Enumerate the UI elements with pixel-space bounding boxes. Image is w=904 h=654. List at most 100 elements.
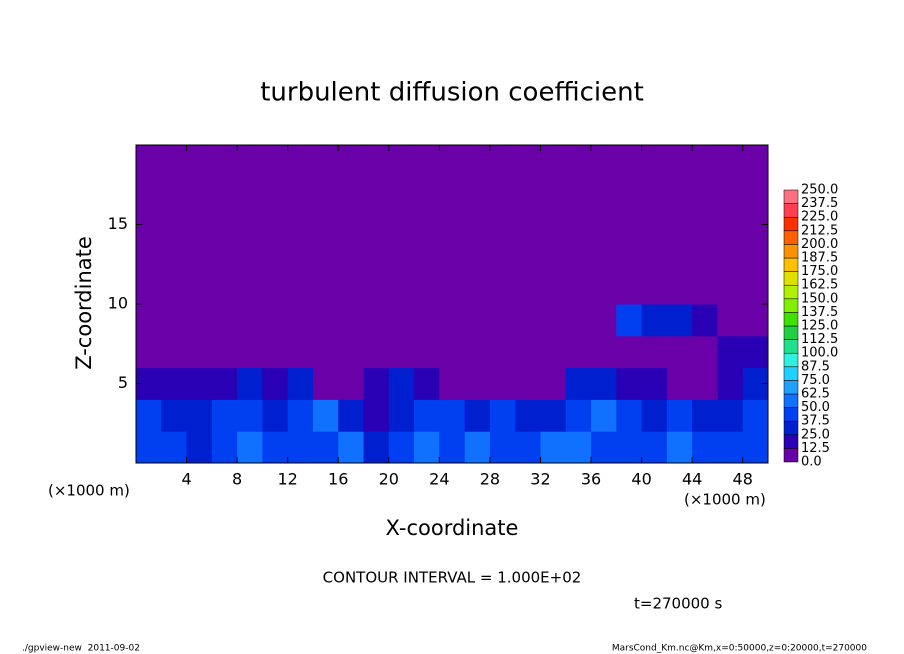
heat-cell — [591, 176, 617, 210]
x-axis-label: X-coordinate — [386, 516, 519, 540]
heat-cell — [414, 304, 440, 337]
heat-cell — [136, 335, 162, 369]
heat-cell — [591, 304, 617, 337]
colorbar-label: 100.0 — [801, 346, 838, 361]
heat-cell — [742, 240, 769, 273]
colorbar-label: 0.0 — [801, 455, 822, 470]
heat-cell — [338, 145, 365, 178]
x-tick-label: 12 — [278, 470, 298, 489]
heat-cell — [287, 304, 314, 337]
heat-cell — [565, 367, 592, 400]
heat-cell — [515, 176, 541, 210]
colorbar-swatch — [783, 407, 799, 422]
heat-cell — [742, 304, 769, 337]
heat-cell — [136, 272, 162, 305]
heat-cell — [565, 272, 592, 305]
heat-cell — [489, 399, 516, 432]
x-unit: (×1000 m) — [48, 482, 130, 500]
heat-cell — [717, 399, 744, 432]
heat-cell — [161, 208, 188, 241]
heat-cell — [186, 431, 213, 464]
heat-cell — [414, 145, 440, 178]
colorbar-label: 137.5 — [801, 305, 838, 320]
heat-cell — [237, 335, 263, 369]
heat-cell — [439, 431, 466, 464]
heat-cell — [666, 304, 693, 337]
heat-cell — [211, 272, 238, 305]
heat-cell — [439, 272, 466, 305]
heat-cell — [641, 240, 668, 273]
heat-cell — [388, 208, 415, 241]
colorbar-swatch — [783, 271, 799, 286]
heat-cell — [464, 304, 491, 337]
heat-cell — [136, 399, 162, 432]
heat-cell — [540, 145, 567, 178]
x-tick-label: 20 — [379, 470, 399, 489]
heat-cell — [540, 176, 567, 210]
heat-cell — [692, 399, 718, 432]
colorbar-label: 225.0 — [801, 210, 838, 225]
heat-cell — [641, 304, 668, 337]
heat-cell — [616, 304, 643, 337]
heat-cell — [186, 399, 213, 432]
heat-cell — [287, 367, 314, 400]
heat-cell — [312, 431, 339, 464]
heat-cell — [237, 176, 263, 210]
colorbar-swatch — [783, 352, 799, 368]
colorbar-swatch — [783, 448, 799, 463]
heat-cell — [565, 176, 592, 210]
heat-cell — [414, 240, 440, 273]
heat-cell — [136, 240, 162, 273]
heat-cell — [136, 176, 162, 210]
colorbar-label: 25.0 — [801, 427, 830, 442]
heat-cell — [211, 208, 238, 241]
heat-cell — [186, 240, 213, 273]
heat-cell — [515, 145, 541, 178]
heat-cell — [262, 304, 289, 337]
heat-cell — [489, 145, 516, 178]
heat-cell — [287, 208, 314, 241]
colorbar-label: 37.5 — [801, 414, 830, 429]
heat-cell — [666, 176, 693, 210]
heat-cell — [464, 335, 491, 369]
heat-cell — [692, 176, 718, 210]
heat-cell — [338, 304, 365, 337]
heat-cell — [388, 145, 415, 178]
x-tick-label: 24 — [429, 470, 449, 489]
heat-cell — [717, 176, 744, 210]
heat-cell — [262, 240, 289, 273]
heat-cell — [312, 367, 339, 400]
heat-cell — [742, 335, 769, 369]
heat-cell — [287, 240, 314, 273]
heat-cell — [161, 176, 188, 210]
heat-cell — [312, 399, 339, 432]
colorbar-swatch — [783, 216, 799, 232]
x-tick-label: 8 — [232, 470, 242, 489]
heat-cell — [489, 272, 516, 305]
heat-cell — [641, 176, 668, 210]
heat-cell — [287, 145, 314, 178]
heat-cell — [237, 240, 263, 273]
x-tick-label: 32 — [530, 470, 550, 489]
heat-cell — [641, 335, 668, 369]
colorbar-swatch — [783, 298, 799, 313]
colorbar-swatch — [783, 339, 799, 354]
heat-cell — [742, 272, 769, 305]
chart-title: turbulent diffusion coefficient — [260, 78, 644, 108]
x-tick-label: 36 — [581, 470, 601, 489]
heat-cell — [161, 367, 188, 400]
heat-cell — [565, 208, 592, 241]
heat-cell — [363, 240, 390, 273]
heat-cell — [363, 272, 390, 305]
heat-cell — [641, 145, 668, 178]
heat-cell — [616, 240, 643, 273]
heat-cell — [591, 208, 617, 241]
heat-cell — [489, 240, 516, 273]
heat-cell — [591, 367, 617, 400]
heat-cell — [161, 272, 188, 305]
heat-cell — [388, 367, 415, 400]
x-tick-label: 28 — [480, 470, 500, 489]
heat-cell — [211, 240, 238, 273]
x-tick-label: 4 — [181, 470, 191, 489]
